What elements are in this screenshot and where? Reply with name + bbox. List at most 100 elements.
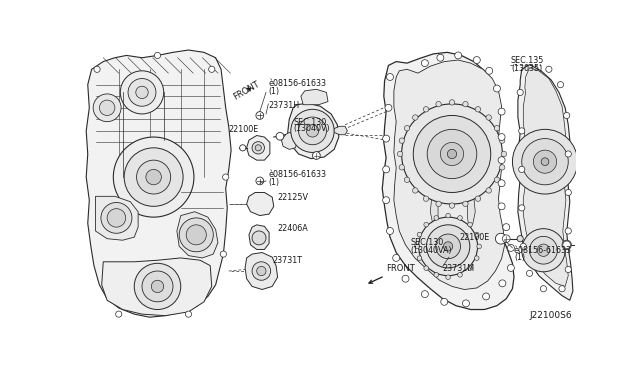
Circle shape: [454, 52, 461, 59]
Text: FRONT: FRONT: [231, 80, 260, 102]
Circle shape: [116, 311, 122, 317]
Text: 23731H: 23731H: [268, 101, 300, 110]
Polygon shape: [246, 135, 270, 160]
Circle shape: [428, 129, 477, 179]
Circle shape: [458, 216, 462, 220]
Circle shape: [256, 177, 264, 185]
Circle shape: [444, 242, 452, 251]
Circle shape: [154, 52, 161, 58]
Circle shape: [508, 264, 515, 272]
Circle shape: [142, 271, 173, 302]
Circle shape: [220, 251, 227, 257]
Circle shape: [136, 160, 171, 194]
Text: 23731M: 23731M: [443, 264, 475, 273]
Circle shape: [276, 132, 284, 140]
Circle shape: [449, 100, 454, 105]
Circle shape: [474, 256, 479, 260]
Circle shape: [541, 158, 549, 166]
Circle shape: [533, 150, 557, 173]
Text: SEC.130: SEC.130: [293, 118, 326, 127]
Circle shape: [385, 104, 392, 111]
Circle shape: [474, 57, 480, 64]
Circle shape: [423, 107, 429, 112]
Text: 22125V: 22125V: [278, 193, 308, 202]
Circle shape: [447, 150, 457, 158]
Circle shape: [107, 209, 125, 227]
Polygon shape: [246, 192, 274, 216]
Circle shape: [436, 201, 441, 206]
Circle shape: [393, 254, 400, 262]
Circle shape: [399, 138, 404, 143]
Circle shape: [124, 148, 183, 206]
Circle shape: [503, 224, 509, 231]
Circle shape: [291, 109, 334, 153]
Circle shape: [186, 225, 206, 245]
Text: (13040V): (13040V): [293, 124, 330, 133]
Circle shape: [93, 94, 121, 122]
Circle shape: [498, 157, 505, 164]
Polygon shape: [430, 123, 440, 230]
Circle shape: [387, 74, 394, 80]
Text: FRONT: FRONT: [369, 264, 415, 283]
Circle shape: [252, 231, 266, 245]
Circle shape: [134, 263, 180, 310]
Circle shape: [493, 85, 500, 92]
Circle shape: [458, 273, 462, 277]
Circle shape: [498, 180, 505, 187]
Polygon shape: [102, 258, 212, 316]
Text: SEC.130: SEC.130: [410, 238, 444, 247]
Circle shape: [415, 244, 419, 249]
Circle shape: [437, 54, 444, 61]
Circle shape: [209, 66, 215, 73]
Circle shape: [402, 275, 409, 282]
Circle shape: [404, 177, 410, 183]
Text: 22100E: 22100E: [460, 233, 490, 242]
Circle shape: [128, 78, 156, 106]
Circle shape: [307, 125, 319, 137]
Circle shape: [446, 275, 451, 279]
Text: (1): (1): [268, 87, 280, 96]
Polygon shape: [177, 212, 218, 258]
Circle shape: [495, 233, 506, 244]
Circle shape: [257, 266, 266, 276]
Circle shape: [513, 129, 577, 194]
Circle shape: [564, 112, 570, 119]
Circle shape: [256, 112, 264, 119]
Circle shape: [498, 203, 505, 210]
Circle shape: [476, 107, 481, 112]
Circle shape: [120, 71, 164, 114]
Circle shape: [522, 139, 568, 185]
Circle shape: [94, 66, 100, 73]
Polygon shape: [86, 50, 231, 317]
Polygon shape: [249, 225, 269, 250]
Circle shape: [499, 138, 505, 143]
Circle shape: [463, 300, 469, 307]
Polygon shape: [301, 89, 328, 105]
Circle shape: [537, 244, 550, 256]
Text: (13035): (13035): [511, 64, 542, 73]
Circle shape: [463, 201, 468, 206]
Circle shape: [498, 108, 505, 115]
Circle shape: [434, 216, 438, 220]
Circle shape: [252, 262, 271, 280]
Circle shape: [252, 142, 264, 154]
Circle shape: [298, 117, 326, 145]
Polygon shape: [518, 65, 573, 300]
Circle shape: [468, 266, 472, 270]
Polygon shape: [394, 60, 505, 289]
Circle shape: [436, 102, 441, 107]
Text: è08156-61633: è08156-61633: [268, 170, 326, 179]
Circle shape: [446, 213, 451, 218]
Circle shape: [518, 205, 525, 211]
Circle shape: [413, 115, 491, 192]
Circle shape: [526, 270, 532, 276]
Circle shape: [498, 134, 505, 141]
Circle shape: [383, 197, 390, 203]
Circle shape: [402, 104, 502, 204]
Circle shape: [441, 298, 448, 305]
Circle shape: [565, 151, 572, 157]
Circle shape: [413, 188, 418, 193]
Circle shape: [499, 280, 506, 287]
Circle shape: [404, 125, 410, 131]
Circle shape: [501, 151, 507, 157]
